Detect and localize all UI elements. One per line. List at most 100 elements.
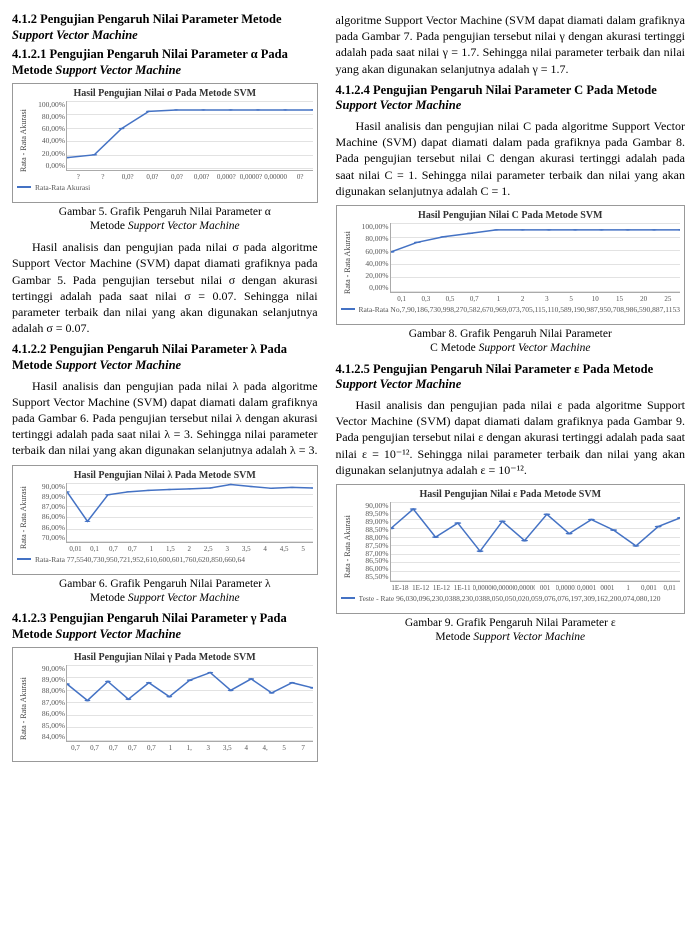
xtick-label: 1E-18 [390,584,411,592]
xtick-label: 4 [237,744,256,752]
chart-title: Hasil Pengujian Nilai σ Pada Metode SVM [17,88,313,99]
chart-title: Hasil Pengujian Nilai γ Pada Metode SVM [17,652,313,663]
heading-4122: 4.1.2.2 Pengujian Pengaruh Nilai Paramet… [12,342,318,373]
xtick-label: 0,3 [414,295,438,303]
xtick-label: 3 [535,295,559,303]
xtick-label: 20 [632,295,656,303]
ytick-label: 88,00% [353,534,389,542]
xtick-label: 0,1 [85,545,104,553]
chart-legend-text: Rata-Rata No,7,90,186,730,998,270,582,67… [359,305,680,314]
heading-4121-em: Support Vector Machine [55,63,181,77]
right-column: algoritme Support Vector Machine (SVM da… [336,8,685,764]
xtick-label: 3 [199,744,218,752]
ytick-label: 88,00% [29,687,65,695]
chart-ylabel: Rata - Rata Akurasi [17,665,28,752]
para-eps: Hasil analisis dan pengujian pada nilai … [336,397,685,478]
xtick-label: 0,00? [189,173,214,181]
xtick-label: 0,01 [659,584,680,592]
ytick-label: 87,50% [353,542,389,550]
xtick-label: 3 [218,545,237,553]
xtick-label: 10 [583,295,607,303]
ytick-label: 84,00% [29,733,65,741]
chart-gamma: Hasil Pengujian Nilai γ Pada Metode SVM R… [12,647,318,762]
caption-8a: Gambar 8. Grafik Pengaruh Nilai Paramete… [409,328,612,340]
xtick-label: 1E-11 [452,584,473,592]
ytick-label: 90,00% [29,483,65,491]
caption-5a: Gambar 5. Grafik Pengaruh Nilai Paramete… [59,206,271,218]
chart-lambda: Hasil Pengujian Nilai λ Pada Metode SVM R… [12,465,318,575]
para-c: Hasil analisis dan pengujian nilai C pad… [336,118,685,199]
ytick-label: 20,00% [29,150,65,158]
chart-legend-text: Teste - Rate 96,030,096,230,0388,230,038… [359,594,661,603]
chart-sigma: Hasil Pengujian Nilai σ Pada Metode SVMR… [12,83,318,203]
caption-5b-em: Support Vector Machine [128,220,240,232]
caption-5b: Metode [90,220,128,232]
xtick-label: 0,00000 [263,173,288,181]
chart-title: Hasil Pengujian Nilai C Pada Metode SVM [341,210,680,221]
ytick-label: 60,00% [353,248,389,256]
ytick-label: 40,00% [353,260,389,268]
xtick-label: 0,7 [85,744,104,752]
ytick-label: 20,00% [353,272,389,280]
xtick-label: 0,0? [140,173,165,181]
xtick-label: 0,00000 [493,584,514,592]
caption-6: Gambar 6. Grafik Pengaruh Nilai Paramete… [12,577,318,606]
chart-c: Hasil Pengujian Nilai C Pada Metode SVM R… [336,205,685,325]
chart-title: Hasil Pengujian Nilai λ Pada Metode SVM [17,470,313,481]
xtick-label: 0,7 [123,545,142,553]
xtick-label: 15 [607,295,631,303]
chart-legend-text: Rata-Rata 77,5540,730,950,721,952,610,60… [35,555,245,564]
caption-8b-em: Support Vector Machine [479,342,591,354]
ytick-label: 60,00% [29,125,65,133]
chart-legend: Rata-Rata No,7,90,186,730,998,270,582,67… [341,303,680,314]
heading-4124-text: 4.1.2.4 Pengujian Pengaruh Nilai Paramet… [336,83,657,97]
caption-6a: Gambar 6. Grafik Pengaruh Nilai Paramete… [59,578,271,590]
xtick-label: 0,00000 [473,584,494,592]
heading-4124-em: Support Vector Machine [336,98,462,112]
ytick-label: 100,00% [353,223,389,231]
heading-412-text: 4.1.2 Pengujian Pengaruh Nilai Parameter… [12,12,282,26]
xtick-label: 0? [288,173,313,181]
xtick-label: 25 [656,295,680,303]
ytick-label: 0,00% [29,162,65,170]
chart-title: Hasil Pengujian Nilai ε Pada Metode SVM [341,489,680,500]
heading-4123: 4.1.2.3 Pengujian Pengaruh Nilai Paramet… [12,611,318,642]
ytick-label: 89,00% [29,493,65,501]
heading-4124: 4.1.2.4 Pengujian Pengaruh Nilai Paramet… [336,83,685,114]
ytick-label: 85,50% [353,573,389,581]
ytick-label: 86,00% [29,513,65,521]
xtick-label: 0,7 [123,744,142,752]
xtick-label: 0,7 [142,744,161,752]
page-columns: 4.1.2 Pengujian Pengaruh Nilai Parameter… [12,8,685,764]
xtick-label: 0,0? [115,173,140,181]
ytick-label: 90,00% [29,665,65,673]
ytick-label: 100,00% [29,101,65,109]
ytick-label: 87,00% [29,699,65,707]
xtick-label: 2 [511,295,535,303]
xtick-label: 4,5 [275,545,294,553]
xtick-label: 0,00000 [514,584,535,592]
ytick-label: 80,00% [29,113,65,121]
heading-412: 4.1.2 Pengujian Pengaruh Nilai Parameter… [12,12,318,43]
xtick-label: 0,00001 [556,584,577,592]
ytick-label: 0,00% [353,284,389,292]
xtick-label: 5 [559,295,583,303]
xtick-label: 1 [142,545,161,553]
xtick-label: 0,000? [214,173,239,181]
xtick-label: 0,0? [165,173,190,181]
caption-8b: C Metode [430,342,479,354]
xtick-label: 0,0001 [576,584,597,592]
xtick-label: 2 [180,545,199,553]
xtick-label: 0,1 [390,295,414,303]
xtick-label: 1E-12 [410,584,431,592]
xtick-label: 1 [486,295,510,303]
caption-6b-em: Support Vector Machine [128,592,240,604]
chart-ylabel: Rata - Rata Akurasi [341,223,352,303]
ytick-label: 85,00% [29,722,65,730]
xtick-label: 0,7 [104,545,123,553]
caption-9b: Metode [435,631,473,643]
xtick-label: 0,001 [639,584,660,592]
xtick-label: 4 [256,545,275,553]
xtick-label: 1, [180,744,199,752]
xtick-label: 0,01 [66,545,85,553]
